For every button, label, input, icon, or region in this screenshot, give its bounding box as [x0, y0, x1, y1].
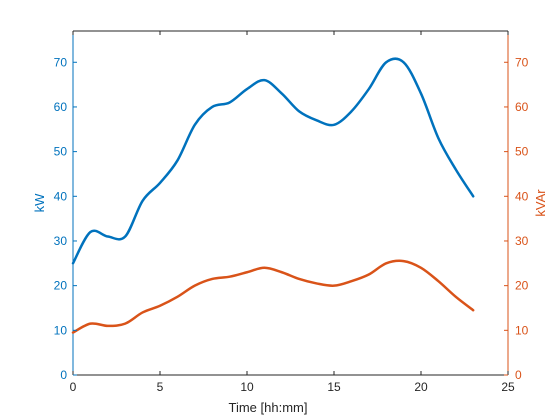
- x-axis-label: Time [hh:mm]: [229, 400, 308, 415]
- x-tick-label: 25: [501, 380, 515, 394]
- series-lines: [71, 57, 475, 334]
- x-tick-label: 10: [240, 380, 254, 394]
- kvar-series-line: [71, 259, 475, 334]
- y-left-tick-label: 60: [54, 100, 68, 114]
- y-right-tick-label: 50: [515, 145, 529, 159]
- y-left-tick-label: 30: [54, 234, 68, 248]
- y-left-tick-label: 70: [54, 55, 68, 69]
- x-tick-label: 0: [70, 380, 77, 394]
- y-right-tick-label: 0: [515, 368, 522, 382]
- y-left-tick-label: 50: [54, 145, 68, 159]
- y-right-tick-label: 60: [515, 100, 529, 114]
- y-right-tick-label: 30: [515, 234, 529, 248]
- kw-series-line: [71, 57, 475, 265]
- x-tick-label: 15: [327, 380, 341, 394]
- y-left-tick-label: 20: [54, 279, 68, 293]
- y-left-tick-label: 40: [54, 189, 68, 203]
- y-axis-label-right: kVAr: [533, 189, 548, 217]
- y-axis-label-left: kW: [32, 193, 47, 213]
- y-right-tick-label: 70: [515, 55, 529, 69]
- y-right-tick-label: 20: [515, 279, 529, 293]
- y-left-tick-label: 0: [60, 368, 67, 382]
- x-tick-label: 5: [157, 380, 164, 394]
- y-left-tick-label: 10: [54, 323, 68, 337]
- y-right-tick-label: 10: [515, 323, 529, 337]
- y-right-tick-label: 40: [515, 189, 529, 203]
- axes: [72, 30, 509, 376]
- x-tick-label: 20: [414, 380, 428, 394]
